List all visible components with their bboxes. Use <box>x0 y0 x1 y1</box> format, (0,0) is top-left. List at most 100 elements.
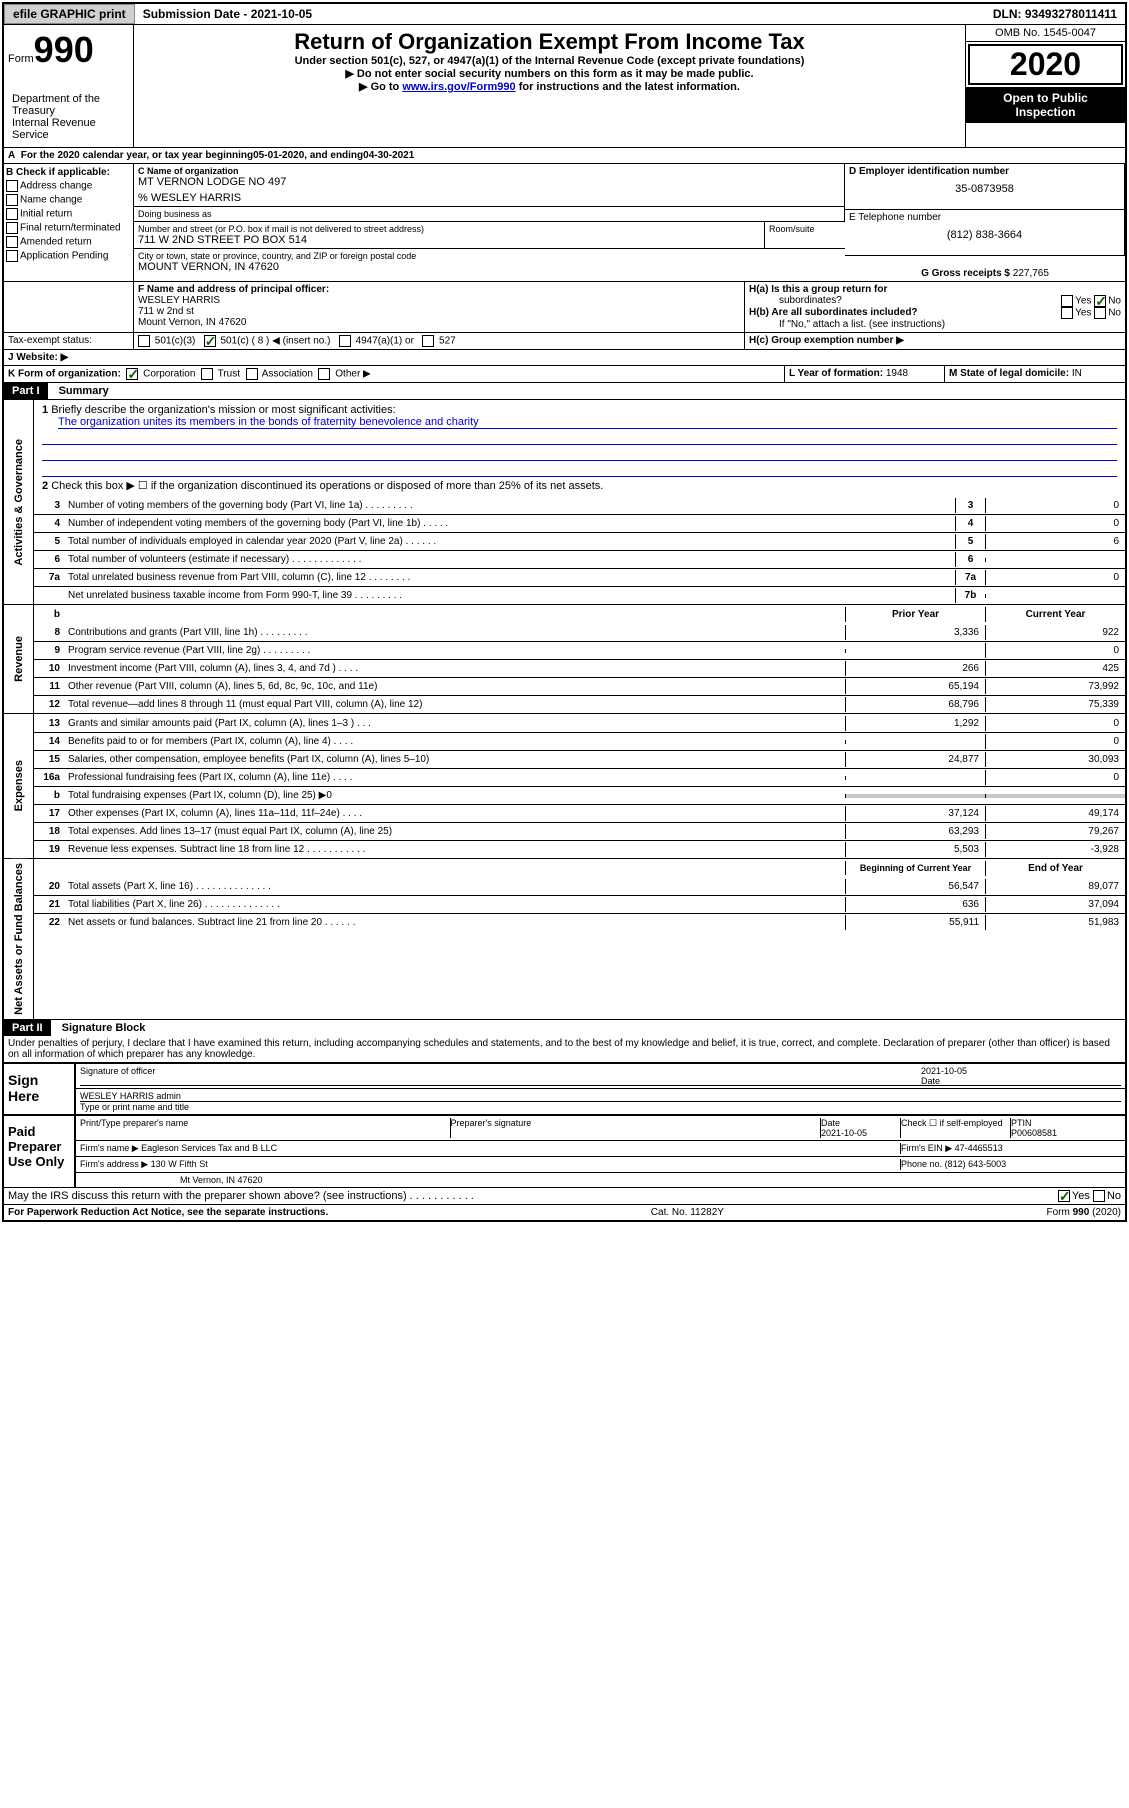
line-22: 22 Net assets or fund balances. Subtract… <box>34 913 1125 931</box>
line-12: 12 Total revenue—add lines 8 through 11 … <box>34 695 1125 713</box>
inspect-2: Inspection <box>1015 105 1075 119</box>
cb-initial-return[interactable] <box>6 208 18 220</box>
officer-addr2: Mount Vernon, IN 47620 <box>138 317 740 328</box>
discuss-text: May the IRS discuss this return with the… <box>8 1190 474 1202</box>
cb-501c[interactable] <box>204 335 216 347</box>
year-text-mid: , and ending <box>304 150 363 161</box>
gov-line-3: 3 Number of voting members of the govern… <box>34 496 1125 514</box>
page-footer: For Paperwork Reduction Act Notice, see … <box>4 1204 1125 1220</box>
declaration-text: Under penalties of perjury, I declare th… <box>4 1036 1125 1062</box>
firm-ein: 47-4465513 <box>955 1143 1003 1153</box>
ha-sub: subordinates? <box>779 295 842 307</box>
footer-left: For Paperwork Reduction Act Notice, see … <box>8 1207 328 1218</box>
topbar: efile GRAPHIC print Submission Date - 20… <box>4 4 1125 25</box>
end-year-hdr: End of Year <box>985 861 1125 876</box>
dln: DLN: 93493278011411 <box>985 5 1125 23</box>
cb-corp[interactable] <box>126 368 138 380</box>
cb-ha-no[interactable] <box>1094 295 1106 307</box>
year-end: 04-30-2021 <box>363 150 414 161</box>
year-begin: 05-01-2020 <box>253 150 304 161</box>
line-13: 13 Grants and similar amounts paid (Part… <box>34 714 1125 732</box>
cb-pending[interactable] <box>6 250 18 262</box>
care-of: % WESLEY HARRIS <box>138 192 840 204</box>
form-prefix: Form <box>8 53 34 65</box>
line-20: 20 Total assets (Part X, line 16) . . . … <box>34 877 1125 895</box>
phone-label: E Telephone number <box>849 212 1120 223</box>
cb-ha-yes[interactable] <box>1061 295 1073 307</box>
firm-addr2: Mt Vernon, IN 47620 <box>180 1175 1121 1185</box>
section-b: B Check if applicable: Address change Na… <box>4 164 134 281</box>
line-8: 8 Contributions and grants (Part VIII, l… <box>34 623 1125 641</box>
section-b-label: B Check if applicable: <box>6 166 131 179</box>
cb-hb-no[interactable] <box>1094 307 1106 319</box>
gross-label: G Gross receipts $ <box>921 268 1010 279</box>
cb-assoc[interactable] <box>246 368 258 380</box>
line-17: 17 Other expenses (Part IX, column (A), … <box>34 804 1125 822</box>
prior-year-hdr: Prior Year <box>845 607 985 622</box>
tax-year: 2020 <box>968 44 1123 85</box>
part1-title: Summary <box>51 383 117 399</box>
line-10: 10 Investment income (Part VIII, column … <box>34 659 1125 677</box>
cb-4947[interactable] <box>339 335 351 347</box>
gov-line-5: 5 Total number of individuals employed i… <box>34 532 1125 550</box>
phone: (812) 838-3664 <box>849 229 1120 241</box>
inspect-1: Open to Public <box>1003 91 1088 105</box>
gov-line-4: 4 Number of independent voting members o… <box>34 514 1125 532</box>
line-18: 18 Total expenses. Add lines 13–17 (must… <box>34 822 1125 840</box>
form-number: 990 <box>34 29 94 70</box>
officer-sig-label: Signature of officer <box>80 1066 155 1076</box>
city-label: City or town, state or province, country… <box>138 251 841 261</box>
info-block: B Check if applicable: Address change Na… <box>4 163 1125 281</box>
cb-501c3[interactable] <box>138 335 150 347</box>
org-name: MT VERNON LODGE NO 497 <box>138 176 840 188</box>
note-ssn: ▶ Do not enter social security numbers o… <box>138 67 961 80</box>
domicile: IN <box>1072 368 1082 379</box>
cb-amended[interactable] <box>6 236 18 248</box>
note-goto-pre: ▶ Go to <box>359 81 402 93</box>
street-address: 711 W 2ND STREET PO BOX 514 <box>138 234 760 246</box>
expenses-section: Expenses 13 Grants and similar amounts p… <box>4 713 1125 858</box>
sign-here-label: Sign Here <box>4 1064 74 1114</box>
current-year-hdr: Current Year <box>985 607 1125 622</box>
line-14: 14 Benefits paid to or for members (Part… <box>34 732 1125 750</box>
ptin: P00608581 <box>1011 1128 1057 1138</box>
officer-typed-name: WESLEY HARRIS admin <box>80 1091 1121 1101</box>
cb-other[interactable] <box>318 368 330 380</box>
domicile-label: M State of legal domicile: <box>949 368 1069 379</box>
cb-final-return[interactable] <box>6 222 18 234</box>
hb-label: H(b) Are all subordinates included? <box>749 307 918 319</box>
year-text-pre: For the 2020 calendar year, or tax year … <box>21 150 253 161</box>
cb-trust[interactable] <box>201 368 213 380</box>
self-emp-label: Check ☐ if self-employed <box>901 1118 1011 1138</box>
cb-hb-yes[interactable] <box>1061 307 1073 319</box>
governance-label: Activities & Governance <box>11 435 27 570</box>
hb-note: If "No," attach a list. (see instruction… <box>779 319 1121 330</box>
efile-print-button[interactable]: efile GRAPHIC print <box>4 4 135 24</box>
cb-527[interactable] <box>422 335 434 347</box>
gov-line-7b: Net unrelated business taxable income fr… <box>34 586 1125 604</box>
section-a: A For the 2020 calendar year, or tax yea… <box>4 147 1125 163</box>
netassets-label: Net Assets or Fund Balances <box>11 859 27 1019</box>
irs-link[interactable]: www.irs.gov/Form990 <box>402 81 515 93</box>
section-klm: K Form of organization: Corporation Trus… <box>4 365 1125 382</box>
cb-discuss-no[interactable] <box>1093 1190 1105 1202</box>
firm-addr1: 130 W Fifth St <box>151 1159 208 1169</box>
cb-address-change[interactable] <box>6 180 18 192</box>
dba-label: Doing business as <box>138 209 840 219</box>
firm-phone: (812) 643-5003 <box>945 1159 1007 1169</box>
year-formation-label: L Year of formation: <box>789 368 883 379</box>
prep-sig-label: Preparer's signature <box>451 1118 822 1138</box>
submission-date: Submission Date - 2021-10-05 <box>135 5 320 23</box>
part2-badge: Part II <box>4 1020 51 1036</box>
revenue-section: Revenue b Prior Year Current Year 8 Cont… <box>4 604 1125 713</box>
form-subtitle: Under section 501(c), 527, or 4947(a)(1)… <box>138 55 961 67</box>
sig-date: 2021-10-05 <box>921 1066 967 1076</box>
form-org-label: K Form of organization: <box>8 369 121 380</box>
cb-name-change[interactable] <box>6 194 18 206</box>
section-ij: Tax-exempt status: 501(c)(3) 501(c) ( 8 … <box>4 332 1125 349</box>
governance-section: Activities & Governance 1 Briefly descri… <box>4 399 1125 604</box>
q2-text: Check this box ▶ ☐ if the organization d… <box>51 480 603 492</box>
dept-label: Department of the Treasury Internal Reve… <box>8 91 129 143</box>
part1-badge: Part I <box>4 383 48 399</box>
cb-discuss-yes[interactable] <box>1058 1190 1070 1202</box>
